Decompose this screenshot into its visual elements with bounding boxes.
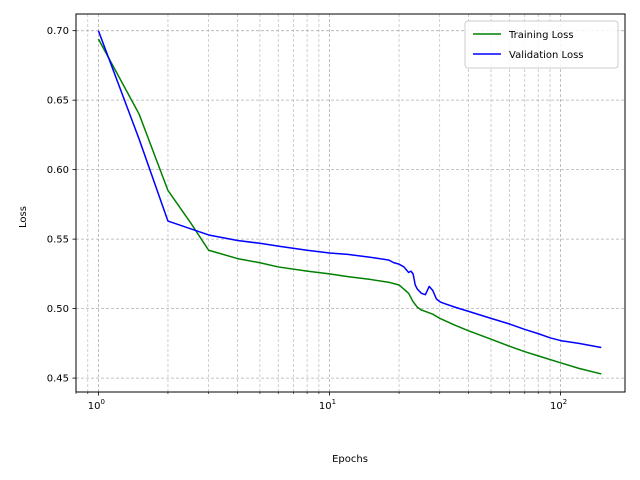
y-tick-label: 0.60 [47,165,69,176]
axis-ticks: 100 101 102 0.45 0.50 0.55 0.60 0.65 0.70 [47,26,567,412]
y-axis-label: Loss [18,206,29,228]
legend-label-training-loss: Training Loss [508,30,574,41]
x-tick-label: 101 [319,398,336,412]
x-axis-label: Epochs [332,454,368,465]
legend: Training Loss Validation Loss [464,20,619,69]
x-tick-label: 102 [550,398,567,412]
series-line-training-loss [97,38,602,375]
x-tick-label: 100 [88,398,105,412]
y-tick-label: 0.65 [47,96,69,107]
legend-label-validation-loss: Validation Loss [509,50,584,61]
plot-frame [75,13,626,393]
y-tick-label: 0.50 [47,304,69,315]
series-line-validation-loss [97,30,602,349]
grid [75,14,625,392]
y-tick-label: 0.70 [47,26,69,37]
y-tick-label: 0.55 [47,235,69,246]
y-tick-label: 0.45 [47,374,69,385]
series-lines [97,30,602,375]
legend-box [464,20,619,69]
